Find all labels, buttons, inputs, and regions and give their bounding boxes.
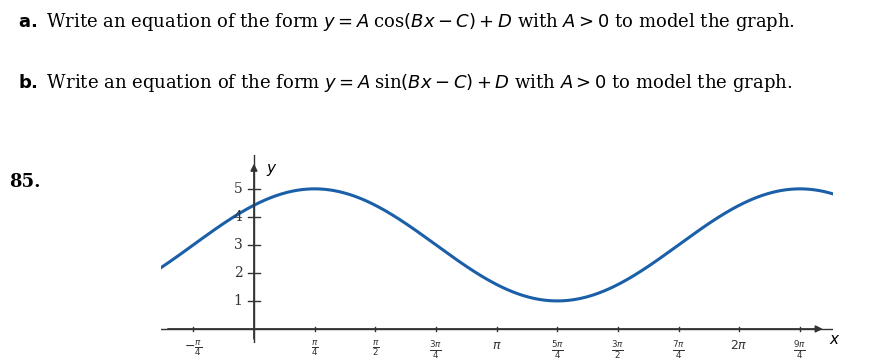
Text: 3: 3 bbox=[234, 238, 243, 252]
Text: 5: 5 bbox=[234, 182, 243, 196]
Text: $y$: $y$ bbox=[265, 162, 277, 178]
Text: $\frac{5\pi}{4}$: $\frac{5\pi}{4}$ bbox=[551, 339, 564, 361]
Text: 2: 2 bbox=[234, 266, 243, 280]
Text: $\frac{7\pi}{4}$: $\frac{7\pi}{4}$ bbox=[672, 339, 685, 361]
Text: $\frac{9\pi}{4}$: $\frac{9\pi}{4}$ bbox=[794, 339, 806, 361]
Text: $\mathbf{a.}$ Write an equation of the form $y = A\;$cos$(Bx - C) + D$ with $A >: $\mathbf{a.}$ Write an equation of the f… bbox=[18, 11, 795, 33]
Text: $\frac{3\pi}{2}$: $\frac{3\pi}{2}$ bbox=[611, 339, 625, 361]
Text: 4: 4 bbox=[234, 210, 243, 224]
Text: $\frac{\pi}{2}$: $\frac{\pi}{2}$ bbox=[372, 339, 379, 358]
Text: $2\pi$: $2\pi$ bbox=[730, 339, 748, 352]
Text: 85.: 85. bbox=[9, 173, 40, 191]
Text: $\frac{3\pi}{4}$: $\frac{3\pi}{4}$ bbox=[429, 339, 443, 361]
Text: $\pi$: $\pi$ bbox=[492, 339, 502, 352]
Text: $x$: $x$ bbox=[830, 333, 841, 347]
Text: $\frac{\pi}{4}$: $\frac{\pi}{4}$ bbox=[311, 339, 318, 358]
Text: $-\frac{\pi}{4}$: $-\frac{\pi}{4}$ bbox=[185, 339, 202, 358]
Text: 1: 1 bbox=[234, 294, 243, 308]
Text: $\mathbf{b.}$ Write an equation of the form $y = A\;$sin$(Bx - C) + D$ with $A >: $\mathbf{b.}$ Write an equation of the f… bbox=[18, 72, 792, 94]
